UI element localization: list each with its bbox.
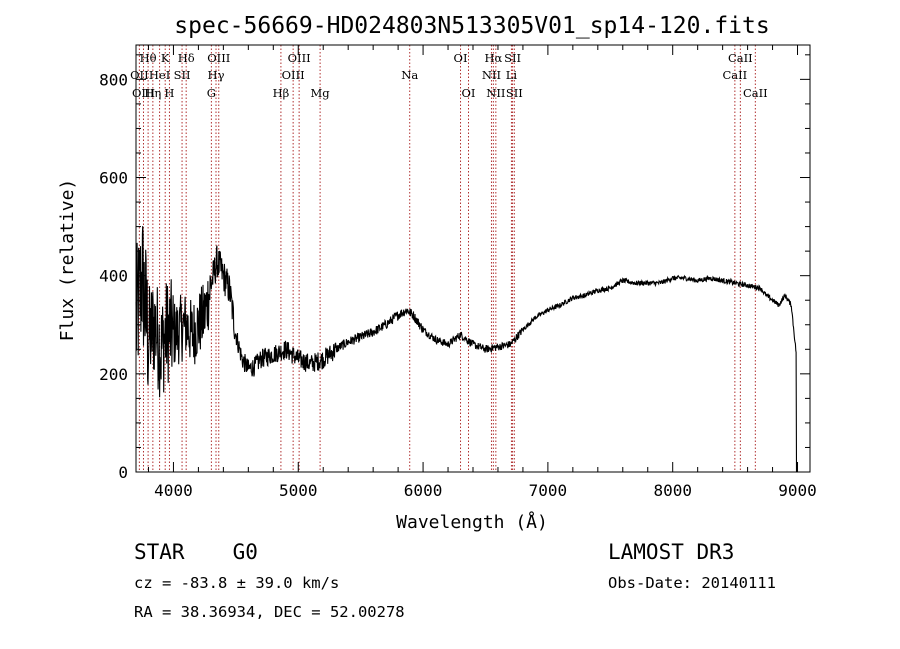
line-label: OII	[130, 68, 149, 82]
line-label: OI	[454, 51, 468, 65]
line-label: Hθ	[140, 51, 157, 65]
line-label: OIII	[288, 51, 311, 65]
line-markers	[138, 45, 756, 472]
x-tick-label: 4000	[154, 481, 193, 500]
y-axis: 0 200 400 600 800	[99, 54, 810, 482]
x-axis-label: Wavelength (Å)	[396, 511, 548, 533]
obs-date-label: Obs-Date: 20140111	[608, 574, 776, 592]
y-tick-label: 800	[99, 70, 128, 89]
line-label: OIII	[207, 51, 230, 65]
line-label: H	[164, 86, 174, 100]
y-axis-label: Flux (relative)	[57, 179, 78, 342]
x-tick-label: 6000	[404, 481, 443, 500]
line-label: CaII	[722, 68, 747, 82]
line-label: Hη	[144, 86, 161, 100]
line-labels: HθOIIOIIIHηHeIKHSIIHδGHγOIIIHβOIIIOIIIMg…	[130, 51, 768, 100]
line-label: Hβ	[273, 86, 290, 100]
y-tick-label: 400	[99, 267, 128, 286]
line-label: NII	[486, 86, 505, 100]
line-label: SII	[506, 86, 523, 100]
line-label: G	[207, 86, 216, 100]
line-label: Mg	[311, 86, 331, 100]
line-label: SII	[174, 68, 191, 82]
line-label: Hδ	[178, 51, 195, 65]
line-label: SII	[504, 51, 521, 65]
line-label: OIII	[282, 68, 305, 82]
line-label: CaII	[728, 51, 753, 65]
y-tick-label: 600	[99, 169, 128, 188]
y-tick-label: 200	[99, 365, 128, 384]
spectrum-line	[135, 226, 798, 473]
x-tick-label: 9000	[778, 481, 817, 500]
line-label: Na	[401, 68, 418, 82]
x-axis: 4000 5000 6000 7000 8000 9000	[147, 45, 817, 500]
line-label: OI	[462, 86, 476, 100]
coordinates-label: RA = 38.36934, DEC = 52.00278	[134, 603, 405, 621]
x-tick-label: 7000	[529, 481, 568, 500]
line-label: CaII	[743, 86, 768, 100]
line-label: Hα	[484, 51, 502, 65]
line-label: HeI	[149, 68, 170, 82]
subclass-label: G0	[232, 540, 258, 564]
line-label: K	[161, 51, 170, 65]
y-tick-label: 0	[118, 463, 128, 482]
line-label: Li	[506, 68, 518, 82]
class-label: STAR	[134, 540, 185, 564]
line-label: OIII	[132, 86, 155, 100]
line-label: NII	[482, 68, 501, 82]
plot-frame	[135, 44, 811, 473]
x-tick-label: 8000	[653, 481, 692, 500]
survey-label: LAMOST DR3	[608, 540, 735, 564]
chart-title: spec-56669-HD024803N513305V01_sp14-120.f…	[174, 13, 769, 39]
line-label: Hγ	[208, 68, 225, 82]
redshift-label: cz = -83.8 ± 39.0 km/s	[134, 574, 340, 592]
x-tick-label: 5000	[279, 481, 318, 500]
